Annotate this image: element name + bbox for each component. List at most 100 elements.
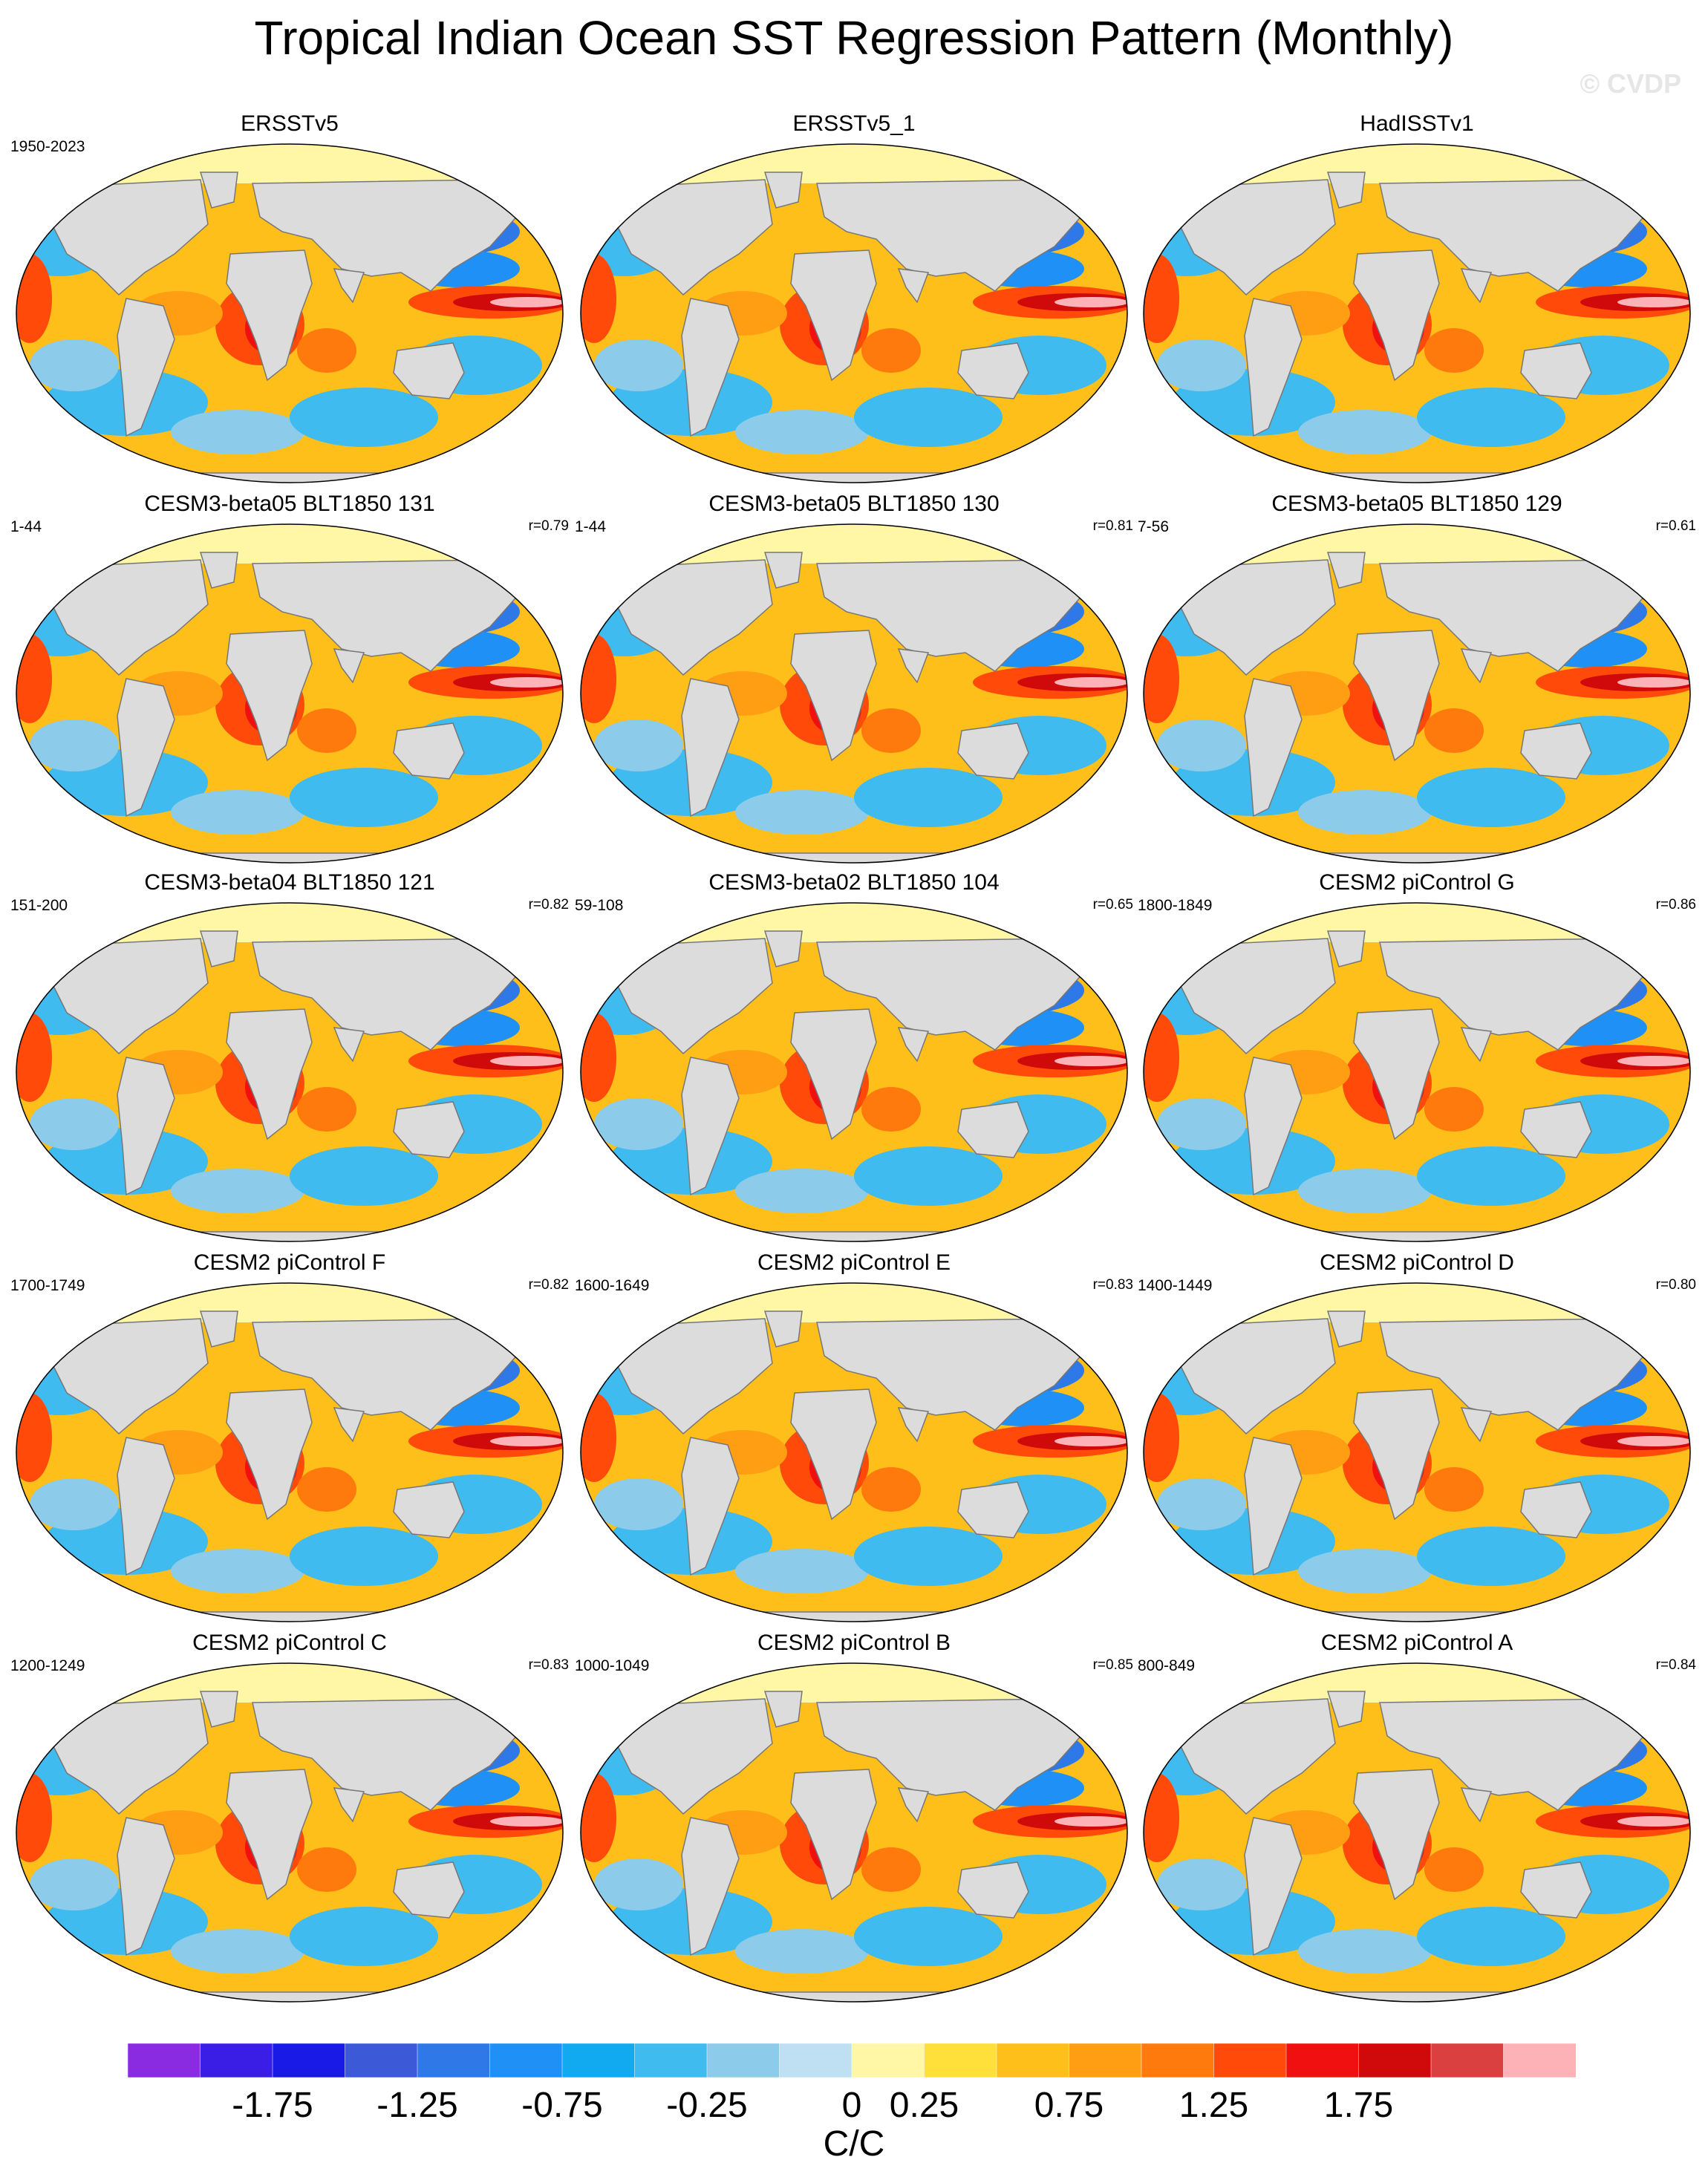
panel-period: 1400-1449 — [1138, 1277, 1213, 1294]
land-mass — [117, 1817, 175, 1956]
panel-period: 7-56 — [1138, 518, 1170, 535]
panel-title: CESM2 piControl A — [1320, 1631, 1513, 1655]
land-mass — [1353, 249, 1440, 382]
panel-period: 1-44 — [10, 518, 42, 535]
map — [1143, 1662, 1691, 2003]
colorbar-swatch — [200, 2043, 273, 2078]
colorbar-tick-label: 0 — [841, 2086, 862, 2125]
land-mass — [1179, 179, 1336, 296]
land-mass — [681, 1437, 740, 1576]
panel-period: 1800-1849 — [1138, 897, 1213, 914]
colorbar-swatch — [1069, 2043, 1142, 2078]
panel-correlation: r=0.61 — [1655, 518, 1696, 534]
map-panel: CESM3-beta04 BLT1850 121 151-200 r=0.82 — [7, 870, 572, 1256]
land-mass — [226, 630, 313, 762]
land-mass — [790, 1769, 877, 1901]
land-mass — [957, 1861, 1029, 1919]
land-mass — [897, 268, 930, 304]
land-mass — [1353, 630, 1440, 762]
panel-title: CESM2 piControl D — [1320, 1250, 1514, 1275]
colorbar-swatch — [924, 2043, 997, 2078]
land-mass — [117, 1057, 175, 1196]
land-mass — [1179, 938, 1336, 1055]
map — [16, 523, 564, 864]
land-mass — [1520, 1861, 1592, 1919]
colorbar — [128, 2043, 1576, 2078]
colorbar-swatch — [345, 2043, 418, 2078]
map-panel: CESM2 piControl E 1600-1649 r=0.83 — [572, 1250, 1136, 1636]
land-mass — [616, 1698, 773, 1815]
land-mass — [51, 938, 209, 1055]
colorbar-tick-label: -0.75 — [521, 2086, 603, 2125]
land-mass — [1353, 1769, 1440, 1901]
panel-title: HadISSTv1 — [1360, 111, 1474, 136]
map-panel: CESM3-beta02 BLT1850 104 59-108 r=0.65 — [572, 870, 1136, 1256]
panel-title: CESM3-beta04 BLT1850 121 — [144, 870, 435, 895]
panel-title: CESM3-beta05 BLT1850 131 — [144, 492, 435, 516]
land-mass — [1520, 342, 1592, 399]
panel-period: 1950-2023 — [10, 138, 85, 155]
land-mass — [897, 1407, 930, 1443]
map — [1143, 143, 1691, 483]
colorbar-swatch — [1430, 2043, 1505, 2078]
panel-title: CESM2 piControl G — [1319, 870, 1515, 895]
colorbar-tick-label: -1.75 — [232, 2086, 313, 2125]
map-panel: CESM3-beta05 BLT1850 129 7-56 r=0.61 — [1135, 492, 1699, 878]
map-panel: CESM3-beta05 BLT1850 130 1-44 r=0.81 — [572, 492, 1136, 878]
panel-title: ERSSTv5 — [241, 111, 339, 136]
panel-correlation: r=0.65 — [1092, 897, 1133, 913]
land-mass — [1326, 1691, 1366, 1728]
land-mass — [1244, 678, 1303, 817]
land-mass — [393, 1861, 465, 1919]
panel-period: 151-200 — [10, 897, 68, 914]
land-mass — [393, 342, 465, 399]
map — [1143, 902, 1691, 1242]
map — [16, 143, 564, 483]
panel-correlation: r=0.85 — [1092, 1657, 1133, 1673]
land-mass — [226, 1008, 313, 1140]
land-mass — [333, 648, 365, 684]
panel-period: 1600-1649 — [575, 1277, 650, 1294]
land-mass — [1244, 1437, 1303, 1576]
map — [16, 902, 564, 1242]
land-mass — [393, 722, 465, 780]
colorbar-swatch — [706, 2043, 780, 2078]
land-mass — [117, 678, 175, 817]
colorbar-tick-label: -0.25 — [666, 2086, 748, 2125]
map-panel: CESM2 piControl A 800-849 r=0.84 — [1135, 1631, 1699, 2017]
panel-period: 59-108 — [575, 897, 624, 914]
panel-period: 1700-1749 — [10, 1277, 85, 1294]
land-mass — [897, 1027, 930, 1063]
panel-period: 1-44 — [575, 518, 607, 535]
watermark: © CVDP — [1580, 68, 1681, 99]
panel-correlation: r=0.86 — [1655, 897, 1696, 913]
colorbar-swatch — [561, 2043, 636, 2078]
map — [1143, 1282, 1691, 1622]
land-mass — [226, 1769, 313, 1901]
land-mass — [1520, 1101, 1592, 1158]
land-mass — [199, 552, 238, 589]
land-mass — [333, 1787, 365, 1823]
land-mass — [1244, 1057, 1303, 1196]
colorbar-swatch — [779, 2043, 853, 2078]
panel-correlation: r=0.83 — [1092, 1277, 1133, 1293]
land-mass — [1244, 298, 1303, 437]
map-panel: HadISSTv1 — [1135, 111, 1699, 497]
land-mass — [763, 930, 803, 967]
panel-correlation: r=0.81 — [1092, 518, 1133, 534]
land-mass — [790, 1388, 877, 1521]
map — [580, 143, 1128, 483]
map-panel: CESM2 piControl F 1700-1749 r=0.82 — [7, 1250, 572, 1636]
land-mass — [1353, 1008, 1440, 1140]
land-mass — [333, 1407, 365, 1443]
land-mass — [199, 930, 238, 967]
panel-period: 800-849 — [1138, 1657, 1196, 1674]
land-mass — [1179, 1698, 1336, 1815]
colorbar-swatch — [1213, 2043, 1287, 2078]
colorbar-swatch — [1141, 2043, 1215, 2078]
colorbar-swatch — [1358, 2043, 1432, 2078]
land-mass — [1326, 552, 1366, 589]
figure-title: Tropical Indian Ocean SST Regression Pat… — [254, 11, 1454, 65]
panel-title: CESM2 piControl C — [192, 1631, 387, 1655]
land-mass — [1460, 1027, 1493, 1063]
